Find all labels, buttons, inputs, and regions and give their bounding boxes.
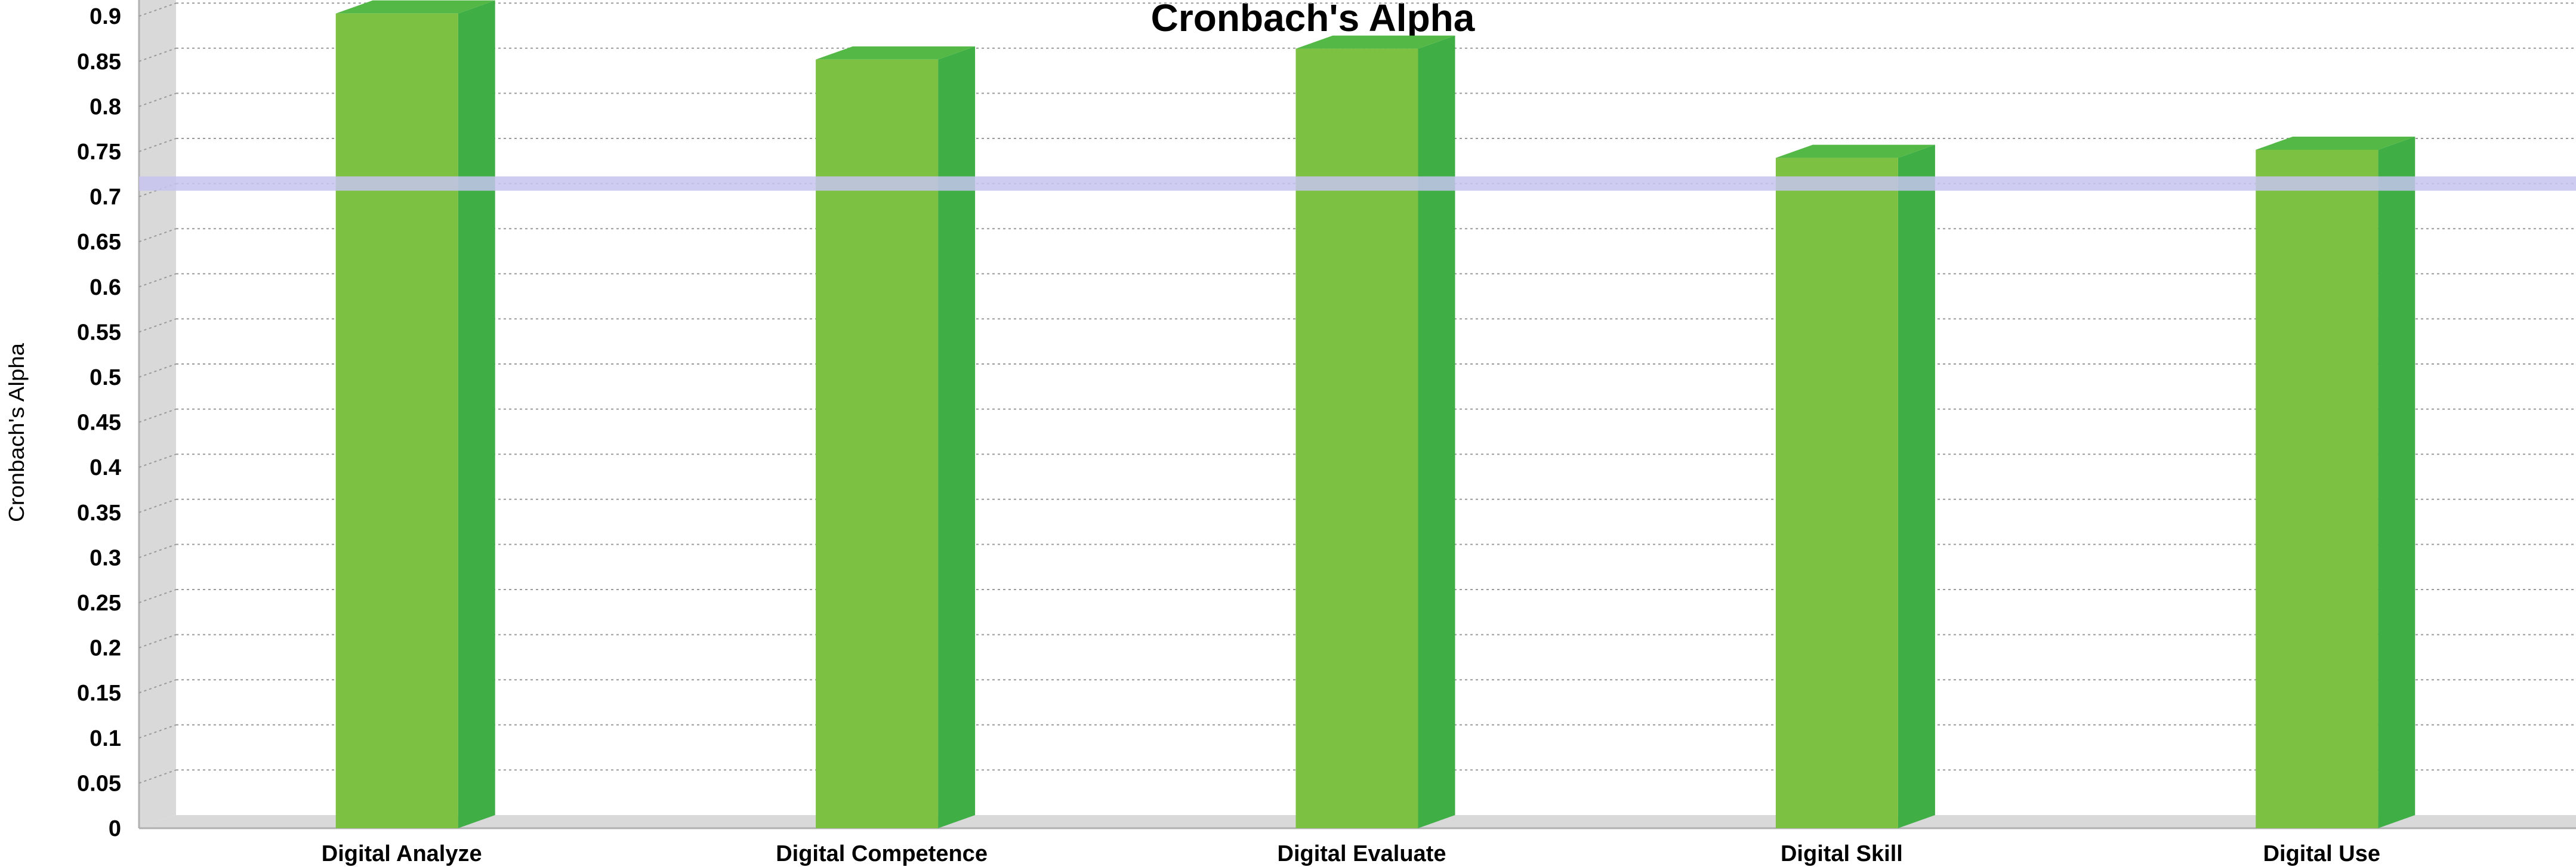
- bar: [1775, 144, 1935, 829]
- y-axis-label: Cronbach's Alpha: [4, 343, 29, 522]
- grid-line-wall: [138, 589, 177, 603]
- y-tick-label: 0.3: [90, 545, 121, 570]
- x-category-label: Digital Skill: [1781, 841, 1903, 866]
- grid-line-wall: [138, 408, 177, 423]
- grid-line-wall: [138, 769, 177, 784]
- x-category-label: Digital Analyze: [322, 841, 482, 866]
- bar-top: [335, 0, 495, 14]
- y-tick-label: 0.15: [77, 681, 121, 706]
- grid-line-wall: [138, 634, 177, 649]
- bar-top: [816, 46, 976, 60]
- y-tick-label: 0.5: [90, 365, 121, 390]
- bar-top: [1775, 144, 1935, 158]
- bar: [816, 46, 976, 828]
- bar-side: [458, 0, 495, 829]
- y-tick-label: 0: [109, 816, 121, 841]
- y-tick-label: 0.4: [90, 455, 121, 480]
- left-wall: [139, 0, 176, 828]
- y-tick-label: 0.75: [77, 140, 121, 165]
- grid-line-wall: [138, 138, 177, 152]
- y-tick-labels: 0 0.05 0.1 0.15 0.2 0.25 0.3 0.35 0.4 0.45 0.5 0.55…: [77, 4, 121, 841]
- plot-area: 0 0.05 0.1 0.15 0.2 0.25 0.3 0.35 0.4 0.45 0.5 0.55…: [77, 0, 2576, 866]
- y-tick-label: 0.8: [90, 94, 121, 119]
- grid-line-wall: [138, 724, 177, 739]
- bar: [335, 0, 495, 829]
- bar-top: [2256, 136, 2415, 150]
- y-tick-label: 0.1: [90, 726, 121, 751]
- grid-line-wall: [138, 2, 177, 17]
- x-category-labels: Digital Analyze Digital Competence Digital…: [322, 841, 2380, 866]
- y-tick-label: 0.65: [77, 230, 121, 255]
- bar-front: [335, 13, 458, 829]
- y-tick-label: 0.6: [90, 275, 121, 300]
- x-category-label: Digital Competence: [776, 841, 988, 866]
- bar-front: [1295, 48, 1418, 829]
- y-tick-label: 0.55: [77, 320, 121, 345]
- grid-line-wall: [138, 318, 177, 333]
- bars: [335, 0, 2415, 829]
- grid-line-wall: [138, 498, 177, 513]
- x-category-label: Digital Evaluate: [1278, 841, 1446, 866]
- grid-line-wall: [138, 228, 177, 243]
- grid-line-wall: [138, 47, 177, 62]
- bar-front: [2256, 149, 2378, 829]
- y-tick-label: 0.05: [77, 771, 121, 796]
- chart-title: Cronbach's Alpha: [1151, 0, 1475, 39]
- grid-line-wall: [138, 544, 177, 559]
- y-tick-label: 0.7: [90, 185, 121, 210]
- bar-front: [816, 59, 939, 828]
- y-tick-label: 0.85: [77, 50, 121, 75]
- bar: [2256, 136, 2415, 829]
- bar-side: [2378, 136, 2415, 829]
- grid-line-wall: [138, 453, 177, 468]
- bar-top: [1295, 35, 1455, 49]
- y-tick-label: 0.2: [90, 636, 121, 661]
- bar-side: [1898, 144, 1935, 829]
- y-tick-label: 0.25: [77, 591, 121, 616]
- grid-line-wall: [138, 273, 177, 288]
- grid-line-wall: [138, 363, 177, 378]
- y-tick-label: 0.9: [90, 4, 121, 29]
- y-tick-label: 0.45: [77, 411, 121, 436]
- x-category-label: Digital Use: [2263, 841, 2380, 866]
- grid-line-wall: [138, 92, 177, 107]
- bar-side: [1418, 35, 1455, 829]
- y-tick-label: 0.35: [77, 501, 121, 526]
- bar-side: [938, 46, 976, 828]
- bar-front: [1775, 158, 1898, 829]
- threshold-line: [139, 176, 2576, 191]
- bar: [1295, 35, 1455, 829]
- grid-line-wall: [138, 679, 177, 694]
